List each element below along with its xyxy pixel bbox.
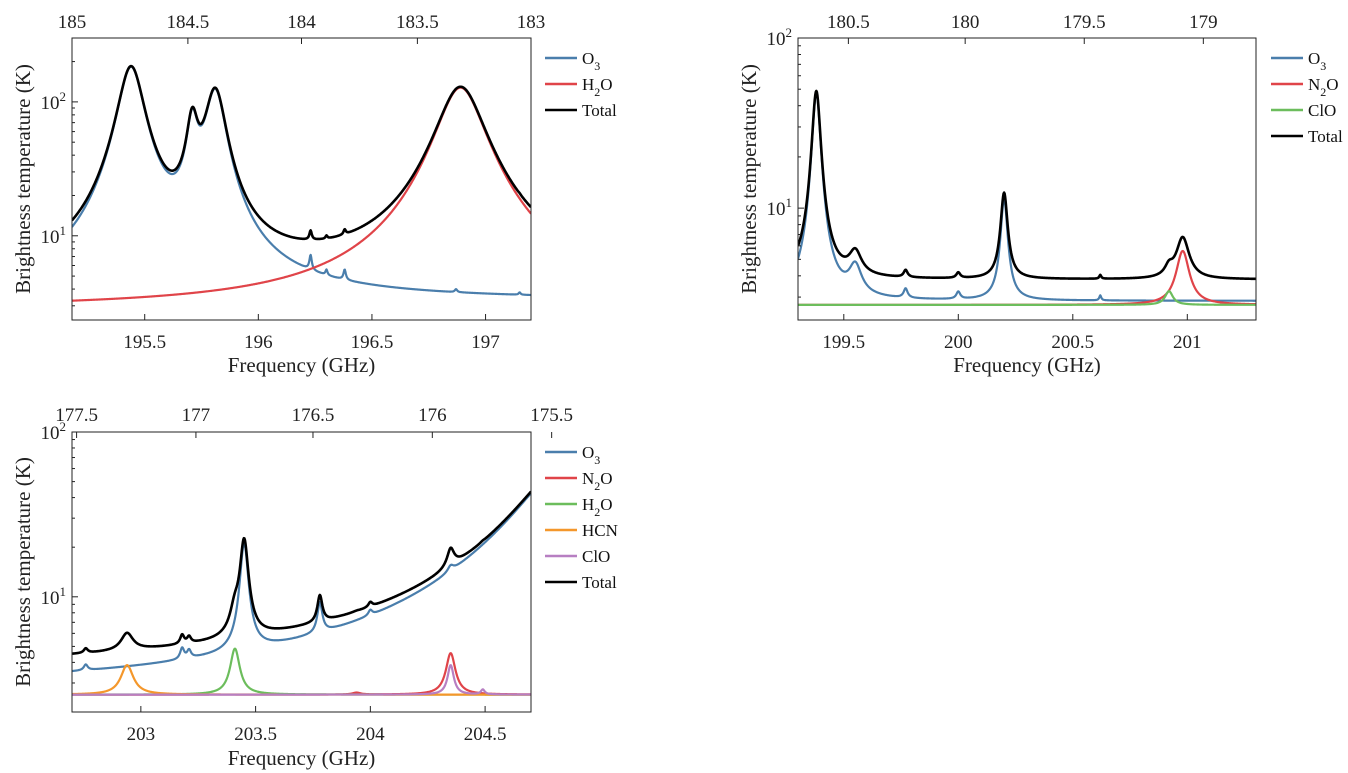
x-axis-title: Frequency (GHz) <box>228 353 376 377</box>
x-tick-label: 196 <box>244 332 273 353</box>
plot-area <box>72 64 531 302</box>
legend-entry: O3 <box>582 443 600 467</box>
chart-panel-1: 195.5 196 196.5 197 185 184.5 184 183.5 183 101 10… <box>11 12 617 377</box>
x-axis-title: Frequency (GHz) <box>953 353 1101 377</box>
top-tick-label: 185 <box>58 12 87 33</box>
x-tick-label: 196.5 <box>351 332 394 353</box>
series-line-clo <box>72 664 531 696</box>
legend-entry: N2O <box>1308 75 1339 99</box>
top-tick-label: 184 <box>287 12 316 33</box>
series-line-o3 <box>72 492 531 673</box>
x-tick-label: 200 <box>944 332 973 353</box>
y-axis-title: Brightness temperature (K) <box>11 64 35 294</box>
axes-frame <box>797 37 1257 321</box>
legend-entry: Total <box>582 573 617 592</box>
y-tick-label: 101 <box>41 223 67 248</box>
top-tick-label: 176 <box>418 405 447 426</box>
legend-entry: Total <box>582 101 617 120</box>
top-tick-label: 183 <box>517 12 546 33</box>
x-tick-label: 200.5 <box>1051 332 1094 353</box>
y-tick-label: 101 <box>767 195 793 220</box>
x-tick-label: 204 <box>356 724 385 745</box>
top-tick-label: 184.5 <box>167 12 210 33</box>
top-tick-label: 179.5 <box>1063 12 1106 33</box>
x-tick-label: 197 <box>471 332 500 353</box>
x-tick-label: 195.5 <box>123 332 166 353</box>
series-line-total <box>72 490 531 655</box>
legend-entry: ClO <box>582 547 610 566</box>
series-line-h2o <box>72 86 531 302</box>
legend-entry: H2O <box>582 75 613 99</box>
series-line-total <box>798 89 1256 281</box>
legend-entry: Total <box>1308 127 1343 146</box>
x-tick-label: 203.5 <box>234 724 277 745</box>
plot-area <box>72 490 531 696</box>
top-tick-label: 177 <box>182 405 211 426</box>
top-tick-label: 179 <box>1189 12 1218 33</box>
top-tick-label: 180 <box>951 12 980 33</box>
chart-panel-2: 199.5 200 200.5 201 180.5 180 179.5 179 101 102 Fr… <box>737 12 1343 377</box>
legend-entry: N2O <box>582 469 613 493</box>
top-tick-label: 175.5 <box>530 405 573 426</box>
top-tick-label: 177.5 <box>55 405 98 426</box>
series-line-o3 <box>798 91 1256 302</box>
series-line-clo <box>798 290 1256 306</box>
y-tick-label: 102 <box>41 89 67 114</box>
x-axis-title: Frequency (GHz) <box>228 746 376 770</box>
legend-entry: ClO <box>1308 101 1336 120</box>
legend-entry: O3 <box>1308 49 1326 73</box>
top-tick-label: 176.5 <box>292 405 335 426</box>
chart-panel-3: 203 203.5 204 204.5 177.5 177 176.5 176 175.5 101… <box>11 405 618 770</box>
axes-frame <box>71 37 532 321</box>
y-tick-label: 102 <box>767 25 793 50</box>
y-tick-label: 101 <box>41 584 67 609</box>
x-tick-label: 201 <box>1173 332 1202 353</box>
x-tick-label: 199.5 <box>822 332 865 353</box>
series-line-hcn <box>72 664 531 696</box>
x-tick-label: 204.5 <box>464 724 507 745</box>
y-tick-label: 102 <box>41 419 67 444</box>
axes-frame <box>71 431 532 713</box>
x-tick-label: 203 <box>127 724 156 745</box>
y-axis-title: Brightness temperature (K) <box>11 457 35 687</box>
legend-entry: HCN <box>582 521 618 540</box>
y-axis-title: Brightness temperature (K) <box>737 64 761 294</box>
series-line-o3 <box>72 65 531 297</box>
series-line-total <box>72 64 531 241</box>
plot-area <box>798 89 1256 306</box>
top-tick-label: 180.5 <box>827 12 870 33</box>
top-tick-label: 183.5 <box>396 12 439 33</box>
legend-entry: O3 <box>582 49 600 73</box>
legend-entry: H2O <box>582 495 613 519</box>
